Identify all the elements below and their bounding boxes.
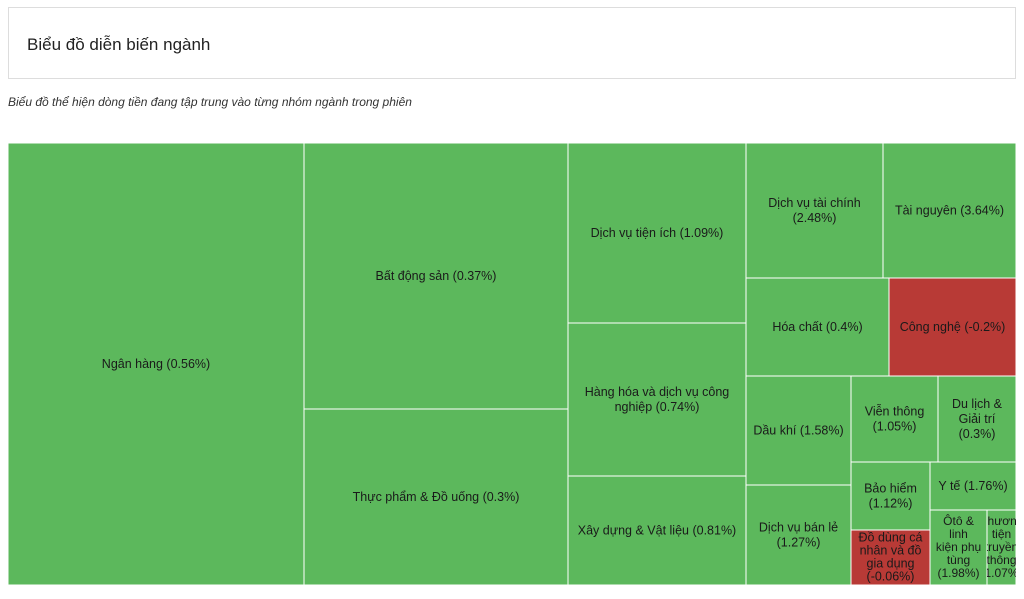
treemap-tile-label: Phương tiện truyền thông (1.07%)	[980, 514, 1024, 580]
treemap-tile-rect[interactable]	[850, 529, 931, 586]
treemap-tile-rect[interactable]	[303, 408, 569, 586]
treemap-tile-rect[interactable]	[929, 461, 1017, 511]
treemap-tile-rect[interactable]	[745, 277, 890, 377]
treemap-tile-dich-vu-tai-chinh[interactable]: Dịch vụ tài chính (2.48%)	[745, 142, 884, 279]
treemap-tile-rect[interactable]	[303, 142, 569, 410]
treemap-tile-label: Viễn thông (1.05%)	[865, 404, 925, 434]
treemap-tile-hang-hoa-va-dich-vu-cong-nghiep[interactable]: Hàng hóa và dịch vụ công nghiệp (0.74%)	[567, 322, 747, 477]
treemap-tile-rect[interactable]	[745, 142, 884, 279]
treemap-tile-du-lich-giai-tri[interactable]: Du lịch & Giải trí (0.3%)	[937, 375, 1017, 463]
chart-title-box: Biểu đồ diễn biến ngành	[8, 7, 1016, 79]
treemap-tile-label: Bất động sản (0.37%)	[376, 269, 497, 283]
treemap-tile-label: Dịch vụ tài chính (2.48%)	[768, 196, 860, 225]
treemap-tile-label: Thực phẩm & Đồ uống (0.3%)	[353, 490, 520, 504]
treemap-tile-y-te[interactable]: Y tế (1.76%)	[929, 461, 1017, 511]
treemap-tile-label: Xây dựng & Vật liệu (0.81%)	[578, 524, 736, 538]
treemap-tile-rect[interactable]	[888, 277, 1017, 377]
treemap-tile-label: Hàng hóa và dịch vụ công nghiệp (0.74%)	[585, 385, 730, 414]
treemap-tile-label: Du lịch & Giải trí (0.3%)	[952, 397, 1003, 441]
treemap-tile-label: Tài nguyên (3.64%)	[895, 204, 1004, 218]
treemap-tile-phuong-tien-truyen-thong[interactable]: Phương tiện truyền thông (1.07%)	[980, 509, 1024, 586]
treemap-tile-rect[interactable]	[937, 375, 1017, 463]
treemap-tile-label: Dầu khí (1.58%)	[753, 424, 843, 438]
chart-subtitle: Biểu đồ thể hiện dòng tiền đang tập trun…	[8, 95, 412, 109]
treemap-tile-tai-nguyen[interactable]: Tài nguyên (3.64%)	[882, 142, 1017, 279]
treemap-tile-rect[interactable]	[745, 375, 852, 486]
treemap-tile-label: Đồ dùng cá nhân và đồ gia dụng (-0.06%)	[859, 531, 923, 584]
treemap-tile-rect[interactable]	[850, 461, 931, 531]
treemap-tile-rect[interactable]	[567, 322, 747, 477]
treemap-tile-dich-vu-ban-le[interactable]: Dịch vụ bán lẻ (1.27%)	[745, 484, 852, 586]
treemap-tile-rect[interactable]	[745, 484, 852, 586]
treemap-tile-hoa-chat[interactable]: Hóa chất (0.4%)	[745, 277, 890, 377]
treemap-tile-oto-linh-kien-phu-tung[interactable]: Ôtô & linh kiện phụ tùng (1.98%)	[929, 509, 988, 586]
treemap-tile-bao-hiem[interactable]: Bảo hiểm (1.12%)	[850, 461, 931, 531]
treemap-tile-vien-thong[interactable]: Viễn thông (1.05%)	[850, 375, 939, 463]
treemap-tile-label: Dịch vụ bán lẻ (1.27%)	[759, 521, 838, 550]
treemap-tile-ngan-hang[interactable]: Ngân hàng (0.56%)	[7, 142, 305, 586]
treemap-tile-label: Bảo hiểm (1.12%)	[864, 482, 917, 511]
treemap-tile-bat-dong-san[interactable]: Bất động sản (0.37%)	[303, 142, 569, 410]
treemap-tile-dich-vu-tien-ich[interactable]: Dịch vụ tiện ích (1.09%)	[567, 142, 747, 324]
treemap-tile-rect[interactable]	[986, 509, 1017, 586]
treemap-tile-label: Y tế (1.76%)	[938, 479, 1007, 493]
treemap-tile-dau-khi[interactable]: Dầu khí (1.58%)	[745, 375, 852, 486]
treemap-tile-xay-dung-vat-lieu[interactable]: Xây dựng & Vật liệu (0.81%)	[567, 475, 747, 586]
treemap-tile-label: Ngân hàng (0.56%)	[102, 357, 210, 371]
treemap-tile-rect[interactable]	[882, 142, 1017, 279]
treemap-tile-thuc-pham-do-uong[interactable]: Thực phẩm & Đồ uống (0.3%)	[303, 408, 569, 586]
chart-title: Biểu đồ diễn biến ngành	[27, 35, 211, 54]
treemap-tile-label: Ôtô & linh kiện phụ tùng (1.98%)	[936, 513, 981, 580]
treemap-tile-rect[interactable]	[567, 475, 747, 586]
treemap-tile-do-dung-ca-nhan-va-do-gia-dung[interactable]: Đồ dùng cá nhân và đồ gia dụng (-0.06%)	[850, 529, 931, 586]
treemap-tile-rect[interactable]	[567, 142, 747, 324]
treemap-tile-label: Dịch vụ tiện ích (1.09%)	[591, 226, 724, 240]
treemap-tile-label: Công nghệ (-0.2%)	[900, 320, 1006, 334]
treemap-tile-label: Hóa chất (0.4%)	[772, 320, 862, 334]
treemap-tile-rect[interactable]	[850, 375, 939, 463]
treemap-tile-cong-nghe[interactable]: Công nghệ (-0.2%)	[888, 277, 1017, 377]
